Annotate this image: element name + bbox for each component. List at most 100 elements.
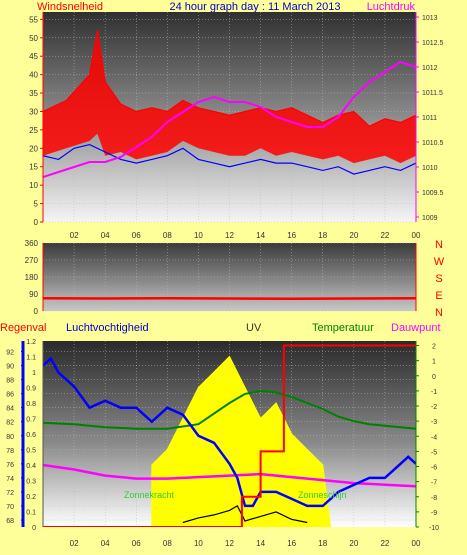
y-right-tick-label: 1009.5 bbox=[422, 190, 444, 197]
x-tick-label: 06 bbox=[132, 539, 141, 548]
x-tick-label: 00 bbox=[412, 539, 421, 548]
x-tick-label: 14 bbox=[256, 539, 265, 548]
x-tick-label: 22 bbox=[380, 231, 389, 240]
y-right-tick-label: 1012 bbox=[422, 65, 438, 72]
series-gemiddelde-windsnelheid bbox=[43, 143, 416, 175]
y-temp-tick-label: -6 bbox=[431, 465, 437, 472]
y-left-tick-label: 0 bbox=[34, 218, 39, 227]
y-humidity-tick-label: 80 bbox=[6, 434, 14, 441]
x-tick-label: 12 bbox=[225, 539, 234, 548]
y-humidity-tick-label: 82 bbox=[6, 420, 14, 427]
y-humidity-tick-label: 90 bbox=[6, 364, 14, 371]
y-left-tick-label: 5 bbox=[34, 200, 39, 209]
y-right-tick-label: 1011 bbox=[422, 115, 437, 122]
y-left-tick-label: 10 bbox=[29, 181, 38, 190]
y-humidity-tick-label: 88 bbox=[6, 378, 14, 385]
y-left-tick-label: 30 bbox=[29, 107, 38, 116]
x-tick-label: 08 bbox=[163, 539, 172, 548]
y-right-tick-label: 1010 bbox=[422, 165, 438, 172]
series-windsnelheid-max bbox=[43, 30, 416, 127]
y-humidity-tick-label: 84 bbox=[6, 406, 14, 413]
y-humidity-tick-label: 74 bbox=[6, 476, 14, 483]
y-temp-tick-label: -1 bbox=[431, 389, 437, 396]
y-humidity-tick-label: 70 bbox=[6, 504, 14, 511]
y-right-tick-label: 1012.5 bbox=[422, 40, 444, 47]
x-tick-label: 14 bbox=[256, 231, 265, 240]
y-uv-tick-label: 0.3 bbox=[26, 479, 36, 486]
y-humidity-tick-label: 86 bbox=[6, 392, 14, 399]
y-uv-tick-label: 0.7 bbox=[26, 417, 36, 424]
y-left-tick-label: 40 bbox=[29, 71, 38, 80]
y-temp-tick-label: 0 bbox=[432, 374, 436, 381]
y-direction-tick-label: 180 bbox=[25, 273, 39, 282]
x-tick-label: 18 bbox=[318, 539, 327, 548]
y-humidity-tick-label: 92 bbox=[6, 350, 14, 357]
series-luchtvochtigheid bbox=[43, 356, 416, 508]
y-left-tick-label: 50 bbox=[29, 34, 38, 43]
y-humidity-tick-label: 72 bbox=[6, 490, 14, 497]
x-tick-label: 12 bbox=[225, 231, 234, 240]
x-tick-label: 16 bbox=[287, 539, 296, 548]
x-tick-label: 04 bbox=[101, 539, 110, 548]
label-zonkracht: Zonnekracht bbox=[124, 490, 175, 500]
x-tick-label: 18 bbox=[318, 231, 327, 240]
y-temp-tick-label: -4 bbox=[431, 434, 437, 441]
y-right-tick-label: 1011.5 bbox=[422, 90, 443, 97]
x-tick-label: 04 bbox=[101, 231, 110, 240]
x-tick-label: 02 bbox=[70, 231, 79, 240]
series-temperatuur bbox=[43, 389, 416, 430]
y-left-tick-label: 15 bbox=[29, 163, 38, 172]
series-windrichting bbox=[43, 296, 416, 300]
x-tick-label: 08 bbox=[163, 231, 172, 240]
y-temp-tick-label: -10 bbox=[429, 525, 439, 532]
y-left-tick-label: 20 bbox=[29, 144, 38, 153]
y-direction-tick-label: 360 bbox=[25, 239, 39, 248]
label-luchtvochtigheid: Luchtvochtigheid bbox=[66, 322, 149, 334]
direction-label: E bbox=[435, 290, 442, 302]
y-humidity-tick-label: 78 bbox=[6, 448, 14, 455]
series-dauwpunt bbox=[43, 463, 416, 488]
y-temp-tick-label: -8 bbox=[431, 495, 437, 502]
y-uv-tick-label: 0.8 bbox=[26, 401, 36, 408]
y-humidity-tick-label: 68 bbox=[6, 518, 14, 525]
y-right-tick-label: 1013 bbox=[422, 15, 438, 22]
y-uv-tick-label: 0.4 bbox=[26, 463, 36, 470]
y-temp-tick-label: 1 bbox=[432, 359, 436, 366]
y-temp-tick-label: -9 bbox=[431, 510, 437, 517]
y-uv-tick-label: 1 bbox=[32, 370, 36, 377]
x-tick-label: 00 bbox=[412, 231, 421, 240]
y-left-tick-label: 35 bbox=[29, 89, 38, 98]
left-label-windsnelheid: Windsnelheid bbox=[37, 1, 103, 13]
x-tick-label: 22 bbox=[380, 539, 389, 548]
y-uv-tick-label: 0.1 bbox=[26, 510, 36, 517]
label-regenval: Regenval bbox=[0, 322, 46, 334]
y-direction-tick-label: 0 bbox=[34, 307, 39, 316]
y-temp-tick-label: -5 bbox=[431, 449, 437, 456]
y-temp-tick-label: -3 bbox=[431, 419, 437, 426]
series-windsnelheid-band bbox=[43, 30, 416, 164]
y-left-tick-label: 55 bbox=[29, 15, 38, 24]
direction-label: N bbox=[435, 239, 443, 251]
x-tick-label: 06 bbox=[132, 231, 141, 240]
y-temp-tick-label: -7 bbox=[431, 480, 437, 487]
x-tick-label: 16 bbox=[287, 231, 296, 240]
label-temperatuur: Temperatuur bbox=[312, 322, 374, 334]
direction-label: W bbox=[434, 256, 445, 268]
y-temp-tick-label: -2 bbox=[431, 404, 437, 411]
y-direction-tick-label: 90 bbox=[29, 290, 38, 299]
x-tick-label: 02 bbox=[70, 539, 79, 548]
label-zonneschijn: Zonneschijn bbox=[298, 490, 347, 500]
y-left-tick-label: 25 bbox=[29, 126, 38, 135]
chart-title: 24 hour graph day : 11 March 2013 bbox=[169, 1, 340, 13]
x-tick-label: 20 bbox=[349, 539, 358, 548]
y-right-tick-label: 1009 bbox=[422, 215, 438, 222]
series-luchtdruk bbox=[43, 60, 416, 178]
y-right-tick-label: 1010.5 bbox=[422, 140, 444, 147]
y-uv-tick-label: 0.5 bbox=[26, 448, 36, 455]
x-tick-label: 10 bbox=[194, 231, 203, 240]
label-uv: UV bbox=[246, 322, 262, 334]
y-uv-tick-label: 0.2 bbox=[26, 494, 36, 501]
y-temp-tick-label: 2 bbox=[432, 344, 436, 351]
y-uv-tick-label: 1.1 bbox=[26, 355, 36, 362]
